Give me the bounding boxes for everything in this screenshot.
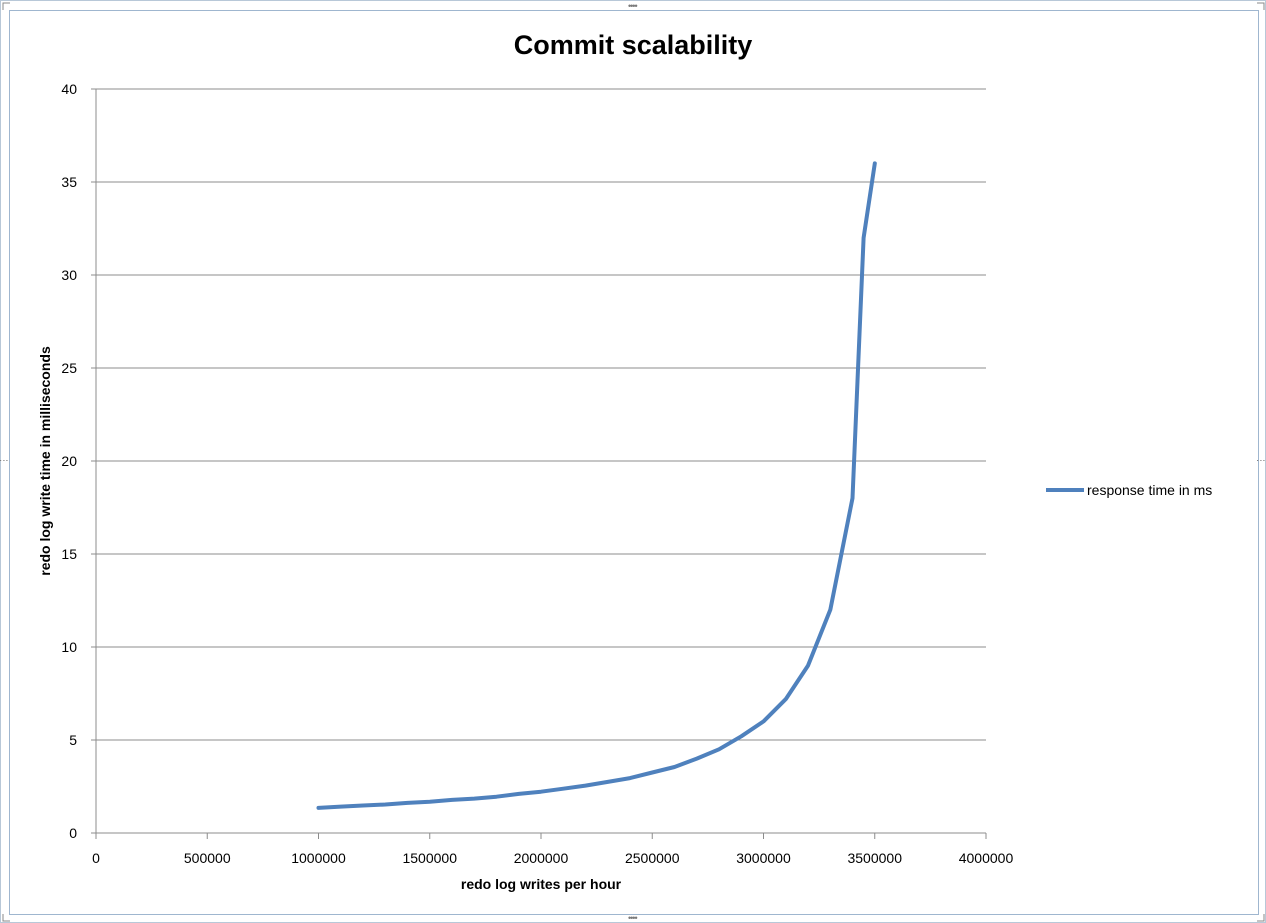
bottom-resize-handle[interactable]: •••• [628,913,638,923]
chart-title: Commit scalability [514,30,753,60]
x-tick-label: 1500000 [402,850,457,866]
x-tick-label: 4000000 [959,850,1014,866]
y-axis-title: redo log write time in milliseconds [37,346,53,576]
top-right-corner-handle[interactable] [1255,2,1265,12]
y-tick-label: 40 [61,81,77,97]
y-tick-label: 10 [61,639,77,655]
y-tick-label: 30 [61,267,77,283]
x-tick-labels: 0 500000 1000000 1500000 2000000 2500000 30000… [92,850,1013,866]
series-line[interactable] [316,161,877,810]
y-tick-label: 0 [69,825,77,841]
bottom-left-corner-handle[interactable] [2,912,12,922]
bottom-right-corner-handle[interactable] [1255,912,1265,922]
x-tick-label: 500000 [184,850,231,866]
left-resize-handle[interactable]: ⋮ [0,456,9,464]
y-tick-labels: 0 5 10 15 20 25 30 35 40 [61,81,77,841]
chart-area-border[interactable] [9,10,1259,915]
x-tick-label: 2500000 [625,850,680,866]
x-tick-label: 0 [92,850,100,866]
y-tick-label: 25 [61,360,77,376]
y-tick-label: 15 [61,546,77,562]
gridlines [96,88,986,741]
right-resize-handle[interactable]: ⋮ [1256,456,1266,464]
axes [91,88,987,839]
y-tick-label: 35 [61,174,77,190]
top-left-corner-handle[interactable] [2,2,12,12]
y-tick-label: 20 [61,453,77,469]
plot-series[interactable] [316,161,877,810]
x-tick-label: 3000000 [736,850,791,866]
x-tick-label: 2000000 [514,850,569,866]
legend[interactable]: response time in ms [1046,482,1212,498]
x-tick-label: 3500000 [847,850,902,866]
x-axis-title: redo log writes per hour [461,876,622,892]
legend-label: response time in ms [1087,482,1212,498]
top-resize-handle[interactable]: •••• [628,1,638,11]
y-tick-label: 5 [69,732,77,748]
x-tick-label: 1000000 [291,850,346,866]
